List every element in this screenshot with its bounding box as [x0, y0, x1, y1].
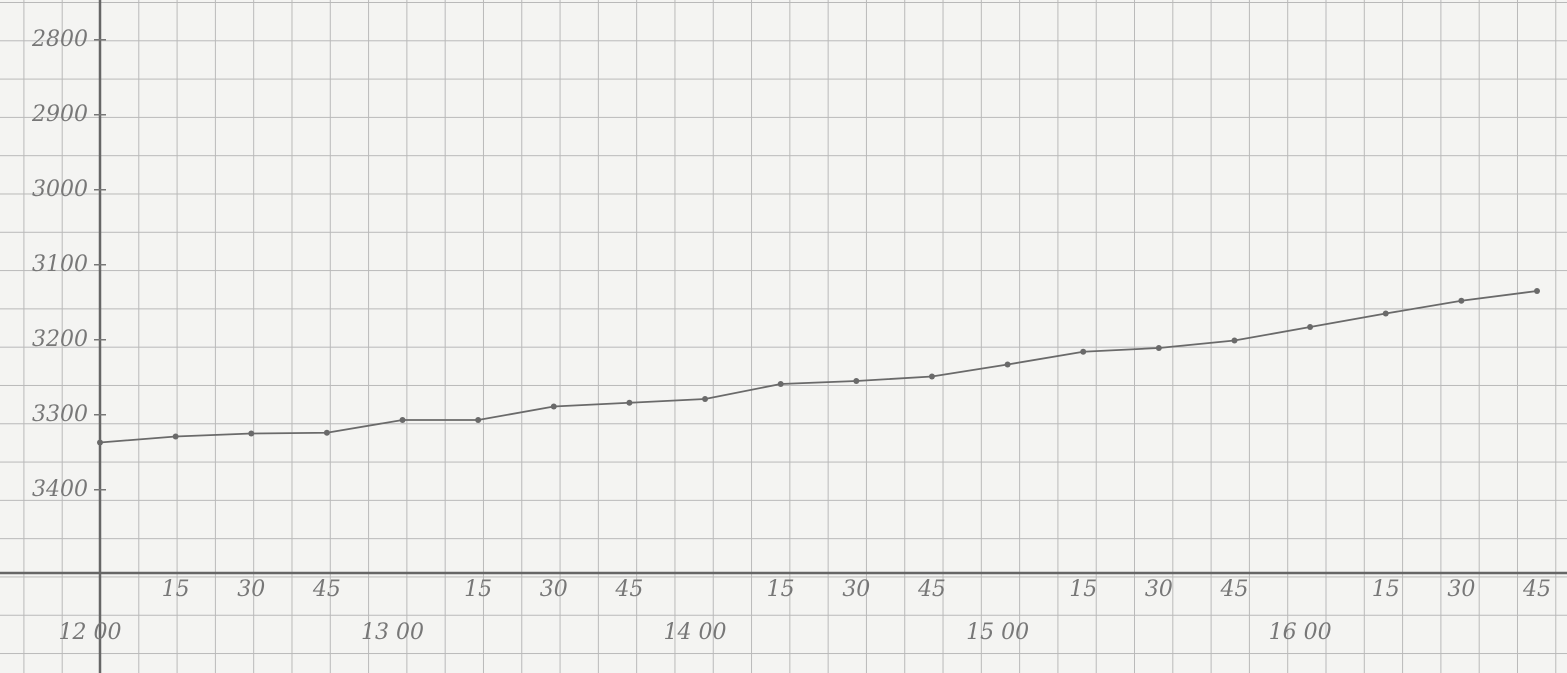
data-point: [1458, 297, 1465, 304]
data-point: [1382, 310, 1389, 317]
y-tick-label: 2900: [31, 102, 88, 127]
data-point: [777, 381, 784, 387]
x-tick-label: 15: [1372, 577, 1400, 602]
data-point: [853, 378, 860, 384]
x-tick-label: 30: [1447, 577, 1475, 602]
x-tick-label: 30: [1145, 577, 1173, 602]
y-tick-label: 3400: [32, 477, 88, 502]
x-tick-label: 15: [162, 577, 190, 602]
x-tick-label: 30: [540, 577, 568, 602]
y-tick-label: 3300: [32, 402, 88, 427]
x-tick-label: 15 00: [966, 620, 1029, 645]
x-tick-label: 45: [1219, 577, 1248, 602]
x-tick-label: 14 00: [664, 620, 727, 645]
x-tick-label: 30: [842, 577, 870, 602]
data-point: [97, 439, 103, 446]
x-tick-label: 16 00: [1269, 620, 1332, 645]
x-tick-label: 45: [614, 577, 643, 602]
x-tick-label: 45: [1522, 577, 1551, 602]
data-point: [1004, 361, 1011, 368]
data-point: [323, 429, 330, 436]
data-line: [99, 290, 1538, 444]
x-tick-label: 15: [767, 577, 795, 602]
data-point: [1534, 288, 1540, 294]
data-point: [1080, 348, 1087, 355]
x-tick-label: 12 00: [59, 620, 122, 645]
data-point: [172, 433, 179, 440]
y-tick-label: 2800: [31, 27, 88, 52]
data-point: [928, 373, 935, 380]
y-tick-label: 3000: [32, 177, 88, 202]
data-point: [1155, 345, 1162, 351]
y-tick-label: 3100: [32, 252, 88, 277]
data-point: [702, 396, 709, 402]
data-point: [475, 417, 482, 423]
data-point: [626, 399, 633, 406]
x-tick-label: 13 00: [361, 620, 424, 645]
data-point: [550, 403, 557, 410]
x-tick-label: 30: [237, 577, 265, 602]
y-tick-label: 3200: [32, 327, 88, 352]
x-tick-label: 45: [917, 577, 946, 602]
data-point: [1231, 337, 1238, 344]
data-point: [399, 417, 406, 423]
x-tick-label: 15: [1069, 577, 1097, 602]
data-point: [1307, 324, 1314, 330]
x-tick-label: 45: [312, 577, 341, 602]
x-tick-label: 15: [464, 577, 492, 602]
data-point: [248, 430, 255, 437]
